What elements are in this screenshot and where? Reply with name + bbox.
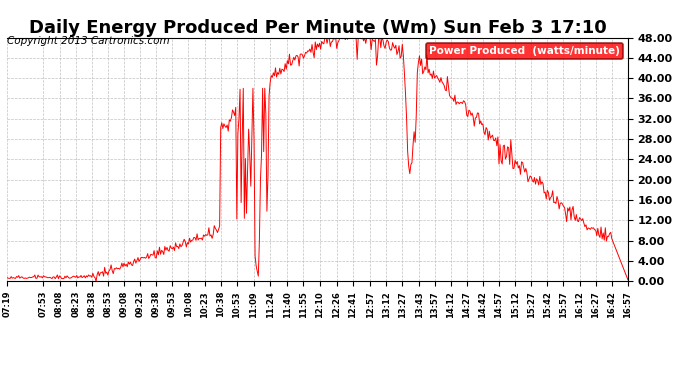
Legend: Power Produced  (watts/minute): Power Produced (watts/minute): [426, 43, 622, 59]
Title: Daily Energy Produced Per Minute (Wm) Sun Feb 3 17:10: Daily Energy Produced Per Minute (Wm) Su…: [28, 20, 607, 38]
Text: Copyright 2013 Cartronics.com: Copyright 2013 Cartronics.com: [7, 36, 170, 46]
